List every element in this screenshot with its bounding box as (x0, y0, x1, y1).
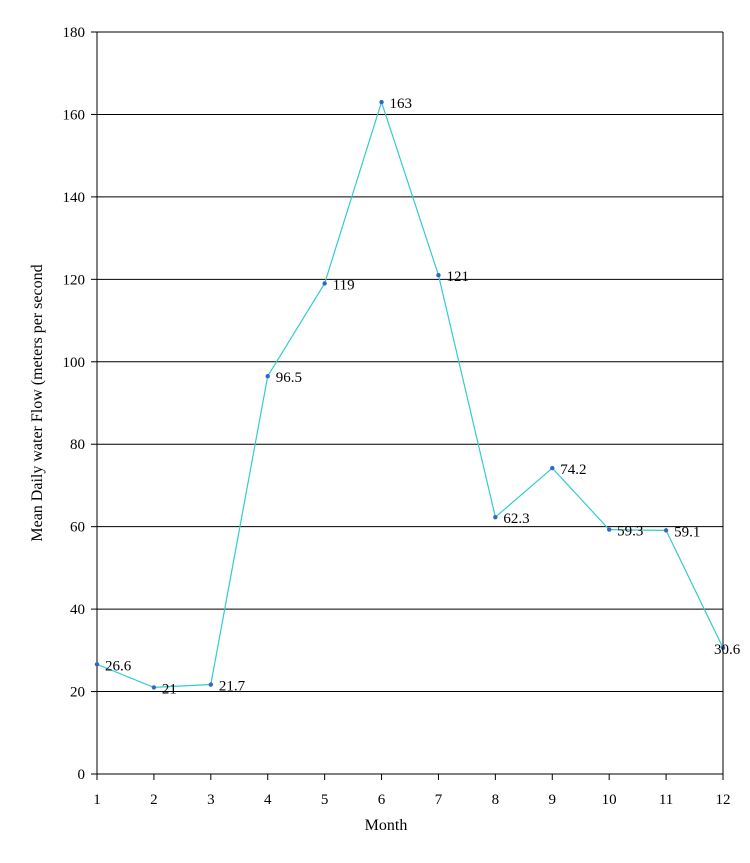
data-series (94, 99, 726, 690)
data-point-6 (379, 99, 384, 105)
y-tick-label-120: 120 (63, 272, 86, 288)
y-tick-label-100: 100 (63, 355, 86, 371)
gridlines (97, 31, 723, 693)
y-tick-label-160: 160 (63, 107, 86, 123)
y-axis-ticks: 0 20 40 60 80 100 120 140 160 180 (63, 25, 97, 783)
data-point-11 (663, 528, 669, 533)
data-point-10 (606, 527, 612, 532)
x-tick-label-12: 12 (716, 792, 731, 808)
y-tick-label-80: 80 (70, 437, 85, 453)
data-point-4 (265, 374, 270, 379)
data-label-6: 163 (390, 96, 413, 112)
x-tick-label-7: 7 (435, 792, 443, 808)
y-tick-label-140: 140 (63, 190, 86, 206)
x-tick-label-11: 11 (659, 792, 673, 808)
x-tick-label-4: 4 (264, 792, 272, 808)
y-tick-label-40: 40 (70, 602, 85, 618)
x-tick-label-3: 3 (207, 792, 215, 808)
data-label-8: 62.3 (503, 511, 529, 527)
data-point-2 (151, 685, 157, 690)
y-tick-label-180: 180 (63, 25, 86, 41)
data-label-9: 74.2 (560, 462, 586, 478)
x-axis-ticks: 1 2 3 4 5 6 7 8 9 10 11 12 (93, 774, 731, 808)
x-tick-label-2: 2 (150, 792, 158, 808)
x-tick-label-10: 10 (602, 792, 617, 808)
data-label-3: 21.7 (219, 679, 246, 695)
data-label-4: 96.5 (276, 370, 302, 386)
data-label-11: 59.1 (674, 524, 700, 540)
data-point-5 (322, 281, 327, 286)
y-axis-title: Mean Daily water Flow (meters per second (29, 264, 46, 541)
x-tick-label-5: 5 (321, 792, 329, 808)
x-tick-label-8: 8 (492, 792, 500, 808)
x-tick-label-6: 6 (378, 792, 386, 808)
x-axis-title: Month (365, 817, 408, 834)
data-point-8 (493, 514, 498, 520)
data-point-12 (720, 645, 726, 651)
y-tick-label-0: 0 (78, 767, 86, 783)
data-label-5: 119 (333, 277, 355, 293)
data-point-3 (208, 682, 214, 687)
y-tick-label-20: 20 (70, 685, 85, 701)
data-label-12: 30.6 (714, 642, 741, 658)
data-label-2: 21 (162, 681, 177, 697)
x-tick-label-1: 1 (93, 792, 101, 808)
data-label-7: 121 (446, 269, 469, 285)
data-labels: 26.6 21 21.7 96.5 119 163 121 62.3 74.2 59.3 59.1 3… (105, 96, 741, 697)
x-tick-label-9: 9 (549, 792, 557, 808)
series-line-0 (96, 100, 724, 689)
data-label-1: 26.6 (105, 658, 132, 674)
data-label-10: 59.3 (617, 524, 643, 540)
data-point-9 (550, 465, 555, 471)
data-point-7 (436, 273, 441, 278)
y-tick-label-60: 60 (70, 520, 85, 536)
data-point-1 (94, 662, 100, 667)
axes (96, 32, 724, 775)
